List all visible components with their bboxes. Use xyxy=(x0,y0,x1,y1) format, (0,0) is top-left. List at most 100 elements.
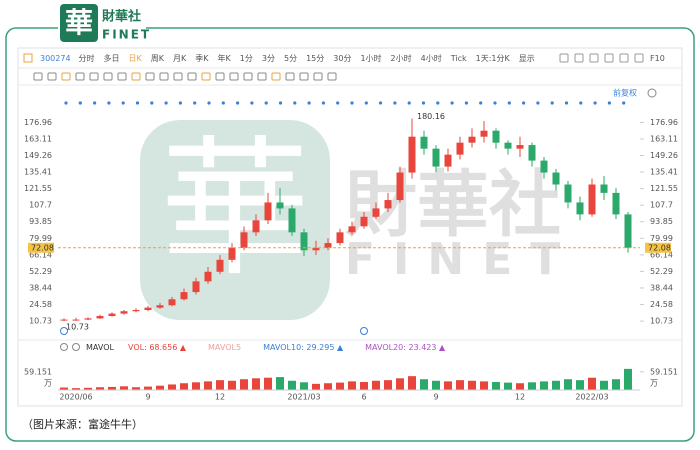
event-dot[interactable] xyxy=(321,101,325,105)
draw-tool[interactable] xyxy=(61,72,71,81)
event-dot[interactable] xyxy=(507,101,511,105)
event-dot[interactable] xyxy=(579,101,583,105)
period-tab[interactable]: 月K xyxy=(173,54,187,63)
candle-body xyxy=(228,247,236,260)
event-dot[interactable] xyxy=(350,101,354,105)
event-dot[interactable] xyxy=(135,101,140,105)
period-tab[interactable]: 1分 xyxy=(240,54,253,63)
event-dot[interactable] xyxy=(307,101,311,105)
event-dot[interactable] xyxy=(207,101,211,105)
event-dot[interactable] xyxy=(536,101,540,105)
event-dot[interactable] xyxy=(107,101,111,105)
event-dot[interactable] xyxy=(178,101,182,105)
draw-tool[interactable] xyxy=(229,72,239,81)
f10-button[interactable]: F10 xyxy=(650,54,665,63)
period-tab[interactable]: 3分 xyxy=(262,54,275,63)
draw-tool[interactable] xyxy=(145,72,155,81)
event-dot[interactable] xyxy=(364,101,368,105)
draw-tool[interactable] xyxy=(327,72,337,81)
event-dot[interactable] xyxy=(221,101,225,105)
period-tab[interactable]: Tick xyxy=(450,54,467,63)
event-dot[interactable] xyxy=(236,101,240,105)
draw-tool[interactable] xyxy=(47,72,57,81)
event-dot[interactable] xyxy=(193,101,197,105)
period-tab[interactable]: 季K xyxy=(195,53,209,63)
period-tab[interactable]: 1小时 xyxy=(360,53,381,63)
draw-tool[interactable] xyxy=(243,72,253,81)
event-dot[interactable] xyxy=(250,101,254,105)
marker-icon[interactable] xyxy=(360,327,368,335)
tool-icon[interactable] xyxy=(559,53,569,63)
draw-tool[interactable] xyxy=(89,72,99,81)
period-tab[interactable]: 5分 xyxy=(284,54,297,63)
draw-tool[interactable] xyxy=(159,72,169,81)
event-dot[interactable] xyxy=(336,101,340,105)
event-dot[interactable] xyxy=(564,101,569,105)
period-tab[interactable]: 30分 xyxy=(333,54,351,63)
period-tab[interactable]: 4小时 xyxy=(421,53,442,63)
event-dot[interactable] xyxy=(436,101,440,105)
draw-tool[interactable] xyxy=(215,72,225,81)
event-dot[interactable] xyxy=(121,101,125,105)
event-dot[interactable] xyxy=(464,101,468,105)
draw-tool[interactable] xyxy=(257,72,267,81)
event-dot[interactable] xyxy=(379,101,383,105)
draw-tool[interactable] xyxy=(103,72,113,81)
candle-body xyxy=(132,310,140,312)
event-dot[interactable] xyxy=(78,101,82,105)
event-dot[interactable] xyxy=(293,101,297,105)
event-dot[interactable] xyxy=(264,101,268,105)
panel-icon[interactable] xyxy=(72,343,80,351)
event-dot[interactable] xyxy=(93,101,97,105)
draw-tool[interactable] xyxy=(285,72,295,81)
settings-icon[interactable] xyxy=(647,88,657,98)
tool-icon[interactable] xyxy=(634,53,644,63)
event-dot[interactable] xyxy=(407,101,411,105)
adjust-label[interactable]: 前复权 xyxy=(613,88,637,98)
event-dot[interactable] xyxy=(479,101,483,105)
event-dot[interactable] xyxy=(64,101,68,105)
tool-icon[interactable] xyxy=(589,53,599,63)
event-dot[interactable] xyxy=(393,101,397,105)
draw-tool[interactable] xyxy=(313,72,323,81)
period-tab[interactable]: 2小时 xyxy=(391,53,412,63)
event-dot[interactable] xyxy=(278,101,283,105)
event-dot[interactable] xyxy=(164,101,168,105)
event-dot[interactable] xyxy=(450,101,454,105)
draw-tool[interactable] xyxy=(187,72,197,81)
marker-icon[interactable] xyxy=(60,327,68,335)
event-dot[interactable] xyxy=(607,101,612,105)
last-price-box xyxy=(645,242,671,253)
event-dot[interactable] xyxy=(593,101,597,105)
stock-code[interactable]: 300274 xyxy=(40,54,71,63)
period-tab[interactable]: 年K xyxy=(218,53,232,63)
event-dot[interactable] xyxy=(493,101,497,105)
draw-tool[interactable] xyxy=(299,72,309,81)
tool-icon[interactable] xyxy=(619,53,629,63)
period-tab[interactable]: 1天:1分K xyxy=(476,54,511,63)
tool-icon[interactable] xyxy=(604,53,614,63)
draw-tool[interactable] xyxy=(271,72,281,81)
draw-tool[interactable] xyxy=(75,72,85,81)
period-tab[interactable]: 周K xyxy=(151,54,165,63)
draw-tool[interactable] xyxy=(201,72,211,81)
draw-tool[interactable] xyxy=(117,72,127,81)
volume-bar xyxy=(264,377,272,390)
draw-tool[interactable] xyxy=(33,72,43,81)
event-dot[interactable] xyxy=(150,101,154,105)
event-dot[interactable] xyxy=(550,101,554,105)
period-tab[interactable]: 分时 xyxy=(79,53,95,63)
draw-tool[interactable] xyxy=(131,72,141,81)
period-tab[interactable]: 15分 xyxy=(306,54,324,63)
period-tab[interactable]: 多日 xyxy=(104,53,120,63)
period-tab[interactable]: 显示 xyxy=(519,54,535,63)
event-dot[interactable] xyxy=(522,101,526,105)
event-dot[interactable] xyxy=(622,101,626,105)
indicator-value: MAVOL20: 23.423 ▲ xyxy=(365,343,446,352)
period-tab[interactable]: 日K xyxy=(129,54,143,63)
event-dot[interactable] xyxy=(421,101,426,105)
tool-icon[interactable] xyxy=(574,53,584,63)
y-tick-label: 38.44 xyxy=(29,283,52,292)
panel-icon[interactable] xyxy=(60,343,68,351)
draw-tool[interactable] xyxy=(173,72,183,81)
